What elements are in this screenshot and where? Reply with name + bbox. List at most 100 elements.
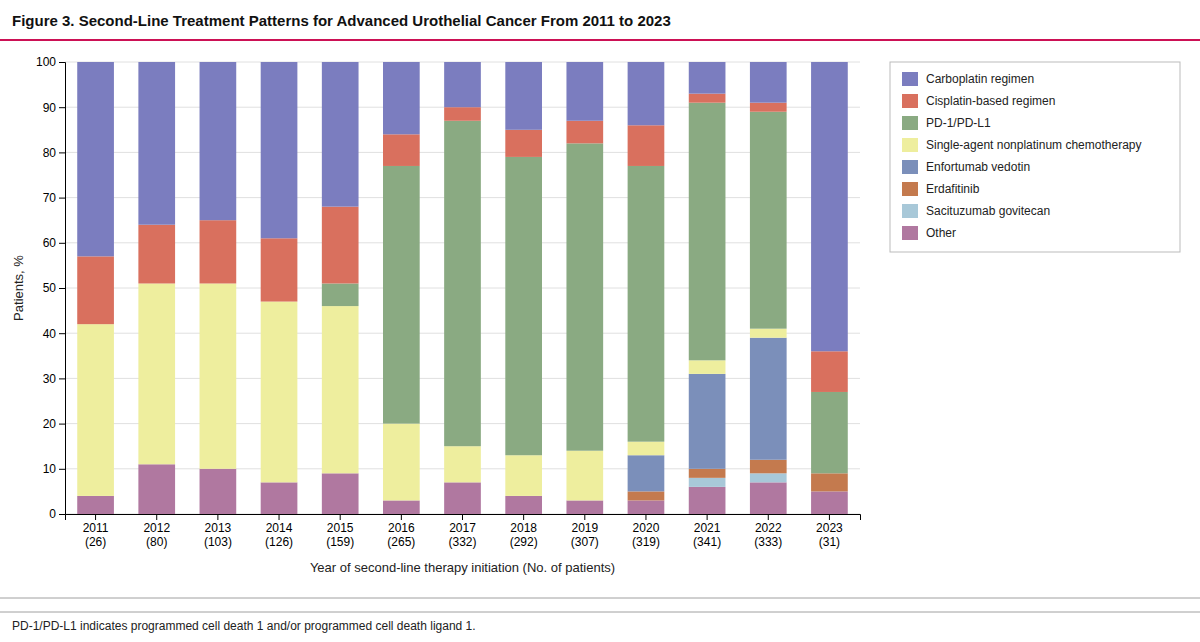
- legend-item: Enfortumab vedotin: [902, 160, 1030, 174]
- tick-label-line: 2017: [449, 521, 476, 535]
- series: [322, 103, 848, 474]
- footnote: PD-1/PD-L1 indicates programmed cell dea…: [12, 619, 476, 633]
- legend-label: Carboplatin regimen: [926, 72, 1034, 86]
- tick-label-line: (292): [510, 535, 538, 549]
- tick-mark: [59, 243, 65, 244]
- tick: 2011(26): [83, 514, 109, 549]
- legend-item: Cisplatin-based regimen: [902, 94, 1055, 108]
- bar-segment: [566, 121, 603, 144]
- legend-label: Other: [926, 226, 956, 240]
- bar-segment: [628, 62, 665, 125]
- tick: 2019(307): [571, 514, 599, 549]
- tick-mark: [523, 514, 524, 520]
- bar-segment: [750, 482, 787, 514]
- chart: Figure 3. Second-Line Treatment Patterns…: [0, 0, 1200, 642]
- axis-line: [66, 515, 861, 521]
- bar-segment: [750, 460, 787, 474]
- tick-mark: [401, 514, 402, 520]
- bar-segment: [566, 62, 603, 121]
- bar-segment: [138, 464, 175, 514]
- tick-mark: [217, 514, 218, 520]
- tick-mark: [59, 514, 65, 515]
- tick-label-line: 2015: [327, 521, 354, 535]
- y-axis: 0102030405060708090100: [36, 55, 66, 521]
- tick-label: 2012(80): [143, 521, 170, 549]
- tick-mark: [59, 107, 65, 108]
- tick-mark: [59, 62, 65, 63]
- bar-segment: [77, 256, 114, 324]
- tick-label-line: 2023: [816, 521, 843, 535]
- tick-label: 2020(319): [632, 521, 660, 549]
- tick-label: 100: [36, 55, 56, 69]
- bar-segment: [444, 62, 481, 107]
- bar-segment: [689, 62, 726, 94]
- tick-label-line: 2020: [633, 521, 660, 535]
- bar-segment: [138, 283, 175, 464]
- tick-label: 2023(31): [816, 521, 843, 549]
- bar-segment: [261, 482, 298, 514]
- tick-mark: [279, 514, 280, 520]
- tick-mark: [645, 514, 646, 520]
- bar-segment: [444, 482, 481, 514]
- bar-segment: [628, 125, 665, 166]
- tick-label-line: 2014: [266, 521, 293, 535]
- tick-label-line: (126): [265, 535, 293, 549]
- tick-label: 2016(265): [387, 521, 415, 549]
- bar-segment: [628, 166, 665, 442]
- bar-segment: [811, 351, 848, 392]
- bar-segment: [77, 324, 114, 496]
- tick-label: 2017(332): [448, 521, 476, 549]
- tick: 2012(80): [143, 514, 170, 549]
- legend: Carboplatin regimen Cisplatin-based regim…: [890, 62, 1180, 252]
- bar-segment: [383, 424, 420, 501]
- tick: 2016(265): [387, 514, 415, 549]
- tick: 60: [43, 236, 65, 250]
- legend-label: Single-agent nonplatinum chemotherapy: [926, 138, 1141, 152]
- grid: [65, 62, 860, 514]
- tick-label: 80: [43, 146, 57, 160]
- bar-segment: [505, 157, 542, 455]
- bars: [77, 62, 848, 514]
- tick-label: 2019(307): [571, 521, 599, 549]
- bar-segment: [750, 338, 787, 460]
- legend-swatch: [902, 204, 918, 218]
- legend-swatch: [902, 116, 918, 130]
- legend-label: Erdafitinib: [926, 182, 980, 196]
- bar-segment: [505, 62, 542, 130]
- bar-segment: [322, 283, 359, 306]
- legend-item: Other: [902, 226, 956, 240]
- bar-segment: [322, 306, 359, 473]
- bar-segment: [750, 329, 787, 338]
- legend-item: Erdafitinib: [902, 182, 980, 196]
- tick-label-line: 2016: [388, 521, 415, 535]
- bar-segment: [628, 442, 665, 456]
- bar-segment: [750, 103, 787, 112]
- bar-segment: [689, 103, 726, 361]
- bar-segment: [505, 496, 542, 514]
- bar-segment: [689, 487, 726, 514]
- axis-line: [59, 63, 66, 515]
- title-rule: [0, 39, 1200, 41]
- tick: 2021(341): [693, 514, 721, 549]
- bar-segment: [811, 491, 848, 514]
- footnote-rule: [0, 612, 1200, 613]
- legend-item: Carboplatin regimen: [902, 72, 1034, 86]
- tick-label-line: (307): [571, 535, 599, 549]
- tick-label-line: (80): [146, 535, 167, 549]
- tick-label-line: 2018: [510, 521, 537, 535]
- tick: 2015(159): [326, 514, 354, 549]
- bar-segment: [689, 478, 726, 487]
- bar-segment: [383, 134, 420, 166]
- tick-mark: [59, 198, 65, 199]
- tick-label-line: 2012: [143, 521, 170, 535]
- tick-mark: [707, 514, 708, 520]
- tick-mark: [768, 514, 769, 520]
- bar-segment: [628, 455, 665, 491]
- tick: 40: [43, 327, 65, 341]
- tick: 10: [43, 462, 65, 476]
- plot: 01020304050607080901002011(26)2012(80)20…: [11, 55, 861, 575]
- tick-mark: [59, 152, 65, 153]
- bar-segment: [750, 62, 787, 103]
- tick-label-line: (332): [448, 535, 476, 549]
- tick-mark: [59, 288, 65, 289]
